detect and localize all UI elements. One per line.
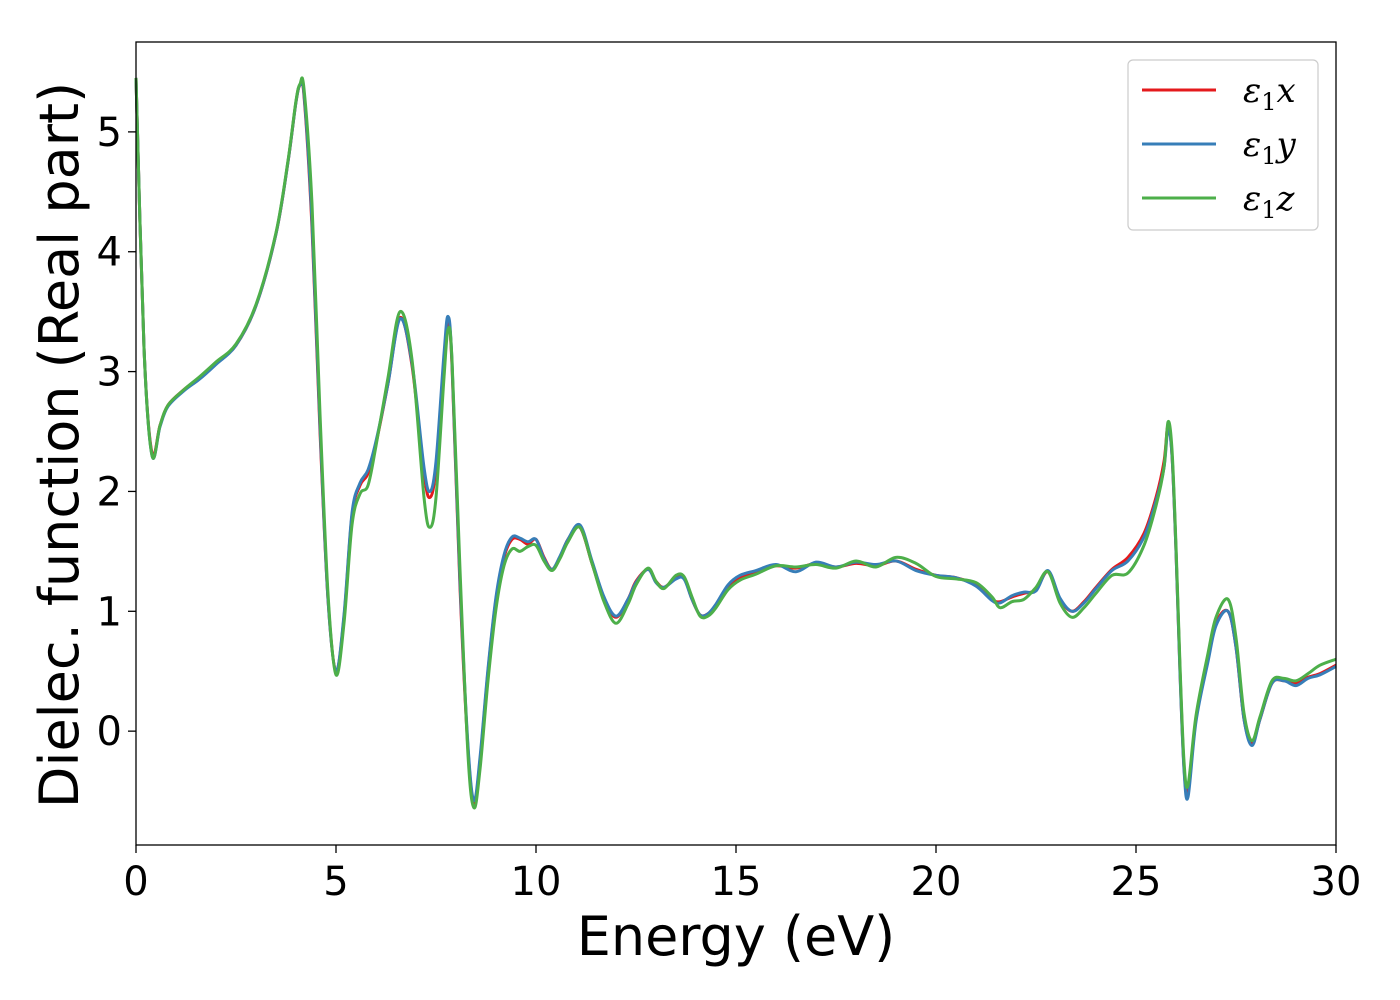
series-layer: [134, 76, 1337, 810]
y-axis-ticks: 0 1 2 3 4 5: [97, 110, 136, 755]
y-tick-label: 4: [97, 230, 122, 276]
x-axis-title: Energy (eV): [577, 905, 896, 968]
y-tick-label: 0: [97, 709, 122, 755]
x-tick-label: 20: [911, 859, 962, 905]
y-tick-label: 1: [97, 589, 122, 635]
legend-label-z: ε1z: [1243, 179, 1296, 224]
x-tick-label: 10: [511, 859, 562, 905]
y-tick-label: 5: [97, 110, 122, 156]
x-tick-label: 0: [123, 859, 148, 905]
legend-box: [1127, 59, 1319, 231]
y-tick-label: 3: [97, 350, 122, 396]
y-axis-title: Dielec. function (Real part): [28, 82, 91, 808]
legend: ε1x ε1y ε1z: [1127, 59, 1319, 231]
y-tick-label: 2: [97, 469, 122, 515]
x-tick-label: 5: [323, 859, 348, 905]
x-axis-ticks: 0 5 10 15 20 25 30: [123, 845, 1361, 905]
x-tick-label: 25: [1111, 859, 1162, 905]
legend-label-x: ε1x: [1243, 71, 1296, 116]
x-tick-label: 30: [1311, 859, 1362, 905]
legend-label-y: ε1y: [1243, 125, 1297, 170]
x-tick-label: 15: [711, 859, 762, 905]
series-line-z: [134, 76, 1337, 810]
